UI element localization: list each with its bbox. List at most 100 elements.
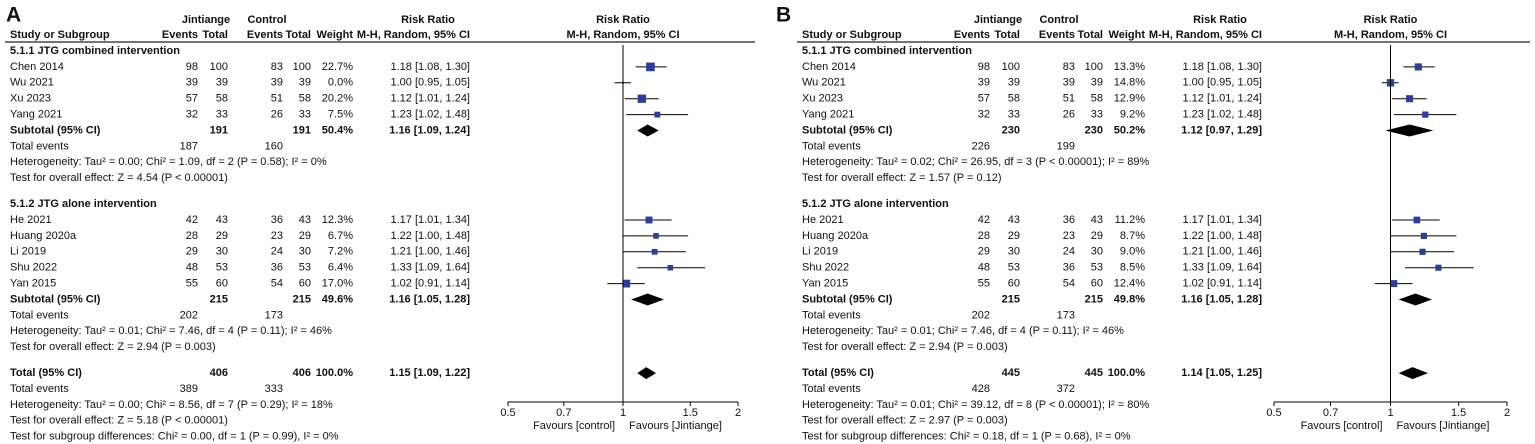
study-cell: 29 xyxy=(1008,230,1020,242)
study-square xyxy=(1413,216,1421,224)
study-name: Chen 2014 xyxy=(10,61,64,73)
study-cell: 60 xyxy=(1008,278,1020,290)
study-cell: 53 xyxy=(1008,262,1020,274)
header-col: Weight xyxy=(1109,29,1146,41)
study-cell: 29 xyxy=(216,230,228,242)
study-cell: 24 xyxy=(271,246,283,258)
study-name: Yan 2015 xyxy=(802,278,848,290)
study-cell: 60 xyxy=(216,278,228,290)
study-cell: 57 xyxy=(186,93,198,105)
heterogeneity: Heterogeneity: Tau² = 0.00; Chi² = 8.56,… xyxy=(10,399,333,411)
overall-effect: Test for overall effect: Z = 2.94 (P = 0… xyxy=(802,341,1008,353)
summary-cell: 1.16 [1.05, 1.28] xyxy=(1181,293,1262,305)
study-cell: 22.7% xyxy=(322,61,353,73)
study-cell: 1.22 [1.00, 1.48] xyxy=(1182,230,1262,242)
header-group: Control xyxy=(1039,14,1078,26)
study-cell: 7.2% xyxy=(328,246,353,258)
heterogeneity: Heterogeneity: Tau² = 0.01; Chi² = 39.12… xyxy=(802,399,1149,411)
study-cell: 1.17 [1.01, 1.34] xyxy=(1182,214,1262,226)
total-events: 173 xyxy=(265,309,283,321)
diamond xyxy=(637,124,659,137)
summary-cell: 230 xyxy=(1085,124,1103,136)
study-cell: 8.7% xyxy=(1120,230,1145,242)
study-cell: 29 xyxy=(1091,230,1103,242)
total-events-label: Total events xyxy=(10,140,69,152)
study-cell: 55 xyxy=(978,278,990,290)
study-name: Huang 2020a xyxy=(802,230,869,242)
subgroup-title: 5.1.1 JTG combined intervention xyxy=(10,45,180,57)
study-cell: 1.17 [1.01, 1.34] xyxy=(390,214,470,226)
total-events: 173 xyxy=(1057,309,1075,321)
summary-cell: 406 xyxy=(210,367,228,379)
study-cell: 7.5% xyxy=(328,109,353,121)
summary-cell: 230 xyxy=(1002,124,1020,136)
study-cell: 39 xyxy=(1091,77,1103,89)
diamond xyxy=(1385,124,1434,137)
study-name: Wu 2021 xyxy=(802,77,846,89)
study-cell: 58 xyxy=(216,93,228,105)
header-plot: Risk Ratio xyxy=(1364,14,1418,26)
study-cell: 39 xyxy=(978,77,990,89)
study-name: Huang 2020a xyxy=(10,230,77,242)
study-cell: 1.02 [0.91, 1.14] xyxy=(390,278,470,290)
study-cell: 6.4% xyxy=(328,262,353,274)
summary-name: Subtotal (95% CI) xyxy=(10,124,101,136)
subgroup-title: 5.1.2 JTG alone intervention xyxy=(802,198,949,210)
diamond xyxy=(1398,367,1429,380)
study-cell: 36 xyxy=(271,262,283,274)
study-cell: 39 xyxy=(1063,77,1075,89)
study-cell: 48 xyxy=(978,262,990,274)
study-cell: 42 xyxy=(978,214,990,226)
study-cell: 58 xyxy=(1091,93,1103,105)
total-events-label: Total events xyxy=(802,140,861,152)
study-cell: 58 xyxy=(1008,93,1020,105)
total-events-label: Total events xyxy=(10,383,69,395)
study-cell: 43 xyxy=(1091,214,1103,226)
study-cell: 23 xyxy=(1063,230,1075,242)
header-col: M-H, Random, 95% CI xyxy=(1334,29,1447,41)
total-events: 389 xyxy=(180,383,198,395)
study-name: Yang 2021 xyxy=(10,109,62,121)
study-square xyxy=(1390,280,1398,288)
favours-right: Favours [Jintiange] xyxy=(629,420,722,432)
header-col: M-H, Random, 95% CI xyxy=(357,29,470,41)
header-col: Total xyxy=(995,29,1020,41)
subgroup-differences: Test for subgroup differences: Chi² = 0.… xyxy=(802,431,1131,443)
study-cell: 36 xyxy=(1063,214,1075,226)
study-cell: 1.18 [1.08, 1.30] xyxy=(390,61,470,73)
study-square xyxy=(1420,232,1427,239)
study-cell: 32 xyxy=(978,109,990,121)
study-cell: 36 xyxy=(271,214,283,226)
study-cell: 98 xyxy=(186,61,198,73)
study-name: Chen 2014 xyxy=(802,61,856,73)
study-cell: 51 xyxy=(271,93,283,105)
study-cell: 100 xyxy=(1085,61,1103,73)
study-square xyxy=(1414,63,1422,71)
summary-cell: 1.15 [1.09, 1.22] xyxy=(389,367,470,379)
x-tick-label: 2 xyxy=(735,407,741,419)
study-cell: 1.12 [1.01, 1.24] xyxy=(390,93,470,105)
summary-cell: 49.8% xyxy=(1114,293,1145,305)
study-cell: 28 xyxy=(186,230,198,242)
summary-cell: 445 xyxy=(1002,367,1020,379)
study-cell: 1.21 [1.00, 1.46] xyxy=(1182,246,1262,258)
study-cell: 1.00 [0.95, 1.05] xyxy=(1182,77,1262,89)
header-plot: Risk Ratio xyxy=(596,14,650,26)
study-cell: 83 xyxy=(1063,61,1075,73)
study-cell: 98 xyxy=(978,61,990,73)
study-cell: 32 xyxy=(186,109,198,121)
study-name: Shu 2022 xyxy=(802,262,849,274)
study-cell: 1.23 [1.02, 1.48] xyxy=(1182,109,1262,121)
study-cell: 29 xyxy=(299,230,311,242)
x-tick-label: 0.7 xyxy=(1323,407,1338,419)
study-cell: 13.3% xyxy=(1114,61,1145,73)
x-tick-label: 0.5 xyxy=(500,407,515,419)
subgroup-title: 5.1.2 JTG alone intervention xyxy=(10,198,157,210)
study-cell: 0.0% xyxy=(328,77,353,89)
header-col: M-H, Random, 95% CI xyxy=(1149,29,1262,41)
favours-left: Favours [control] xyxy=(1301,420,1383,432)
summary-cell: 215 xyxy=(293,293,311,305)
study-cell: 53 xyxy=(1091,262,1103,274)
study-square xyxy=(1435,264,1442,271)
